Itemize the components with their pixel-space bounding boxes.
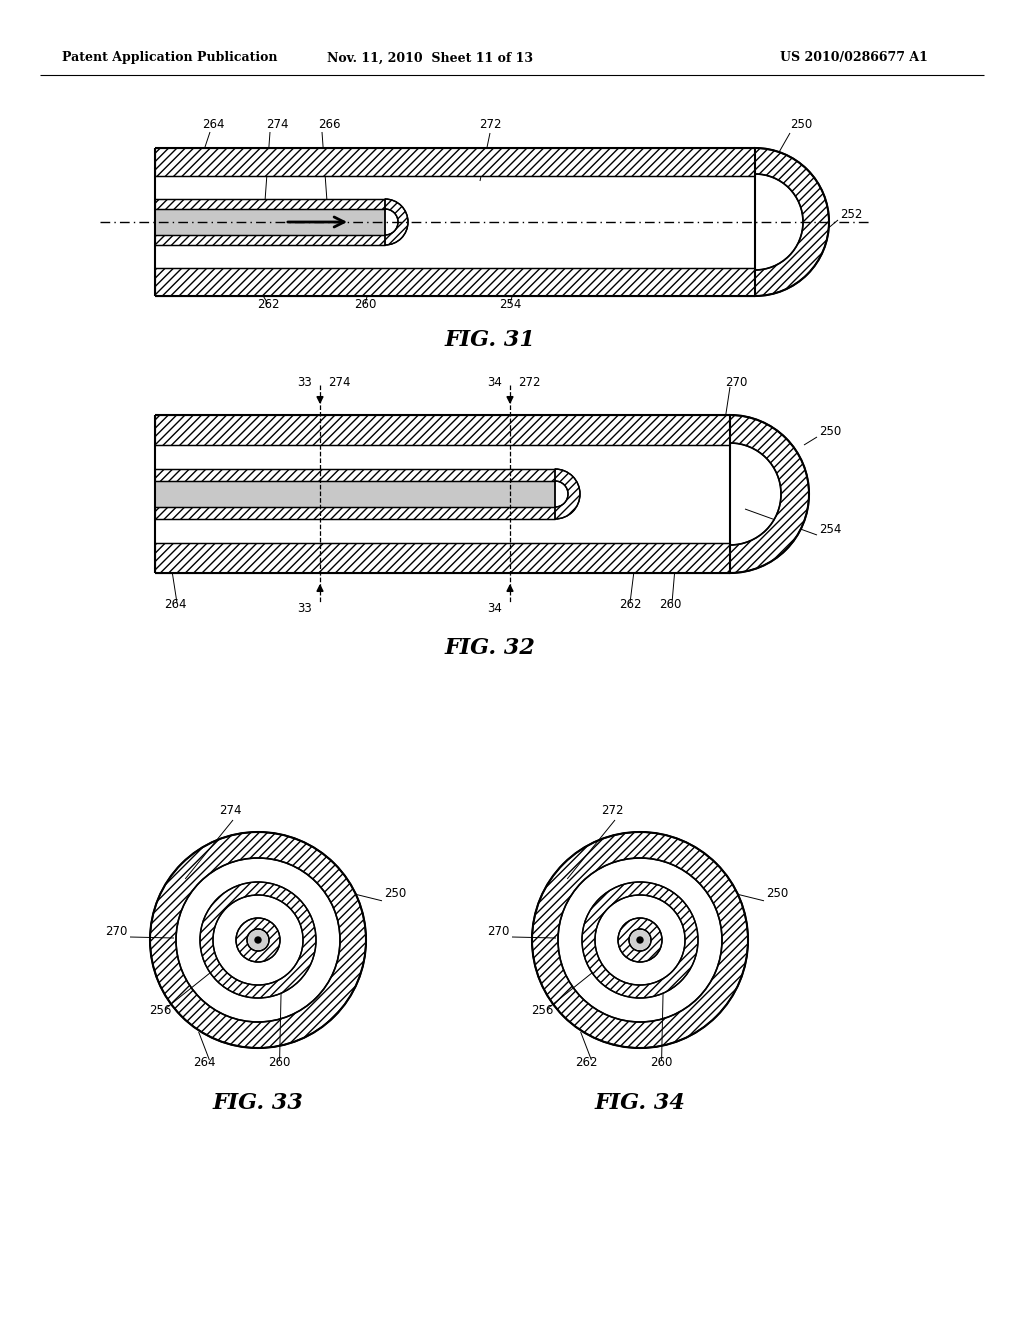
Wedge shape xyxy=(730,414,809,573)
Wedge shape xyxy=(618,917,662,962)
Text: 254: 254 xyxy=(819,523,842,536)
Text: 264: 264 xyxy=(164,598,186,611)
Text: 260: 260 xyxy=(650,1056,673,1069)
Bar xyxy=(155,469,555,480)
Wedge shape xyxy=(582,882,698,998)
Text: 264: 264 xyxy=(193,1056,215,1069)
Text: 262: 262 xyxy=(618,598,641,611)
Wedge shape xyxy=(236,917,280,962)
Text: 250: 250 xyxy=(790,117,812,131)
Bar xyxy=(155,235,385,246)
Text: Nov. 11, 2010  Sheet 11 of 13: Nov. 11, 2010 Sheet 11 of 13 xyxy=(327,51,534,65)
Wedge shape xyxy=(150,832,366,1048)
Bar xyxy=(155,469,555,519)
Text: US 2010/0286677 A1: US 2010/0286677 A1 xyxy=(780,51,928,65)
Bar xyxy=(155,414,730,573)
Circle shape xyxy=(255,937,261,942)
Text: 250: 250 xyxy=(819,425,842,438)
Text: 33: 33 xyxy=(297,602,312,615)
Bar xyxy=(155,148,755,296)
Circle shape xyxy=(530,830,750,1049)
Wedge shape xyxy=(200,882,316,998)
Text: 272: 272 xyxy=(479,117,502,131)
Wedge shape xyxy=(555,469,580,519)
Circle shape xyxy=(148,830,368,1049)
Text: 34: 34 xyxy=(487,375,502,388)
Text: FIG. 34: FIG. 34 xyxy=(595,1092,685,1114)
Wedge shape xyxy=(755,148,829,296)
Wedge shape xyxy=(385,199,408,246)
Circle shape xyxy=(559,859,721,1020)
Text: Patent Application Publication: Patent Application Publication xyxy=(62,51,278,65)
Wedge shape xyxy=(532,832,748,1048)
Text: 274: 274 xyxy=(266,117,289,131)
Wedge shape xyxy=(385,199,408,246)
Text: FIG. 31: FIG. 31 xyxy=(444,329,536,351)
Text: 262: 262 xyxy=(257,298,280,312)
Text: 256: 256 xyxy=(148,1005,171,1016)
Circle shape xyxy=(630,931,650,950)
Text: 33: 33 xyxy=(297,375,312,388)
Text: 260: 260 xyxy=(268,1056,291,1069)
Bar xyxy=(155,209,385,235)
Text: 272: 272 xyxy=(601,804,624,817)
Text: 34: 34 xyxy=(487,602,502,615)
Circle shape xyxy=(637,937,643,942)
Wedge shape xyxy=(730,414,809,573)
Bar xyxy=(155,199,385,246)
Text: FIG. 32: FIG. 32 xyxy=(444,638,536,659)
Text: 250: 250 xyxy=(384,887,407,900)
Circle shape xyxy=(248,931,268,950)
Bar xyxy=(155,199,385,209)
Text: 272: 272 xyxy=(518,375,541,388)
Text: 270: 270 xyxy=(105,925,128,939)
Text: 250: 250 xyxy=(766,887,788,900)
Bar xyxy=(155,414,730,445)
Text: 256: 256 xyxy=(530,1005,553,1016)
Text: 264: 264 xyxy=(202,117,224,131)
Bar xyxy=(155,507,555,519)
Bar xyxy=(155,148,755,176)
Text: 262: 262 xyxy=(574,1056,597,1069)
Bar xyxy=(155,480,555,507)
Text: 260: 260 xyxy=(658,598,681,611)
Text: 254: 254 xyxy=(499,298,521,312)
Wedge shape xyxy=(555,469,580,519)
Circle shape xyxy=(177,859,339,1020)
Text: 274: 274 xyxy=(219,804,242,817)
Text: 270: 270 xyxy=(487,925,510,939)
Bar xyxy=(155,543,730,573)
Text: 270: 270 xyxy=(725,375,748,388)
Text: FIG. 33: FIG. 33 xyxy=(213,1092,303,1114)
Text: 252: 252 xyxy=(840,209,862,220)
Wedge shape xyxy=(755,148,829,296)
Bar xyxy=(155,268,755,296)
Text: 274: 274 xyxy=(328,375,350,388)
Text: 260: 260 xyxy=(354,298,376,312)
Text: 266: 266 xyxy=(318,117,341,131)
